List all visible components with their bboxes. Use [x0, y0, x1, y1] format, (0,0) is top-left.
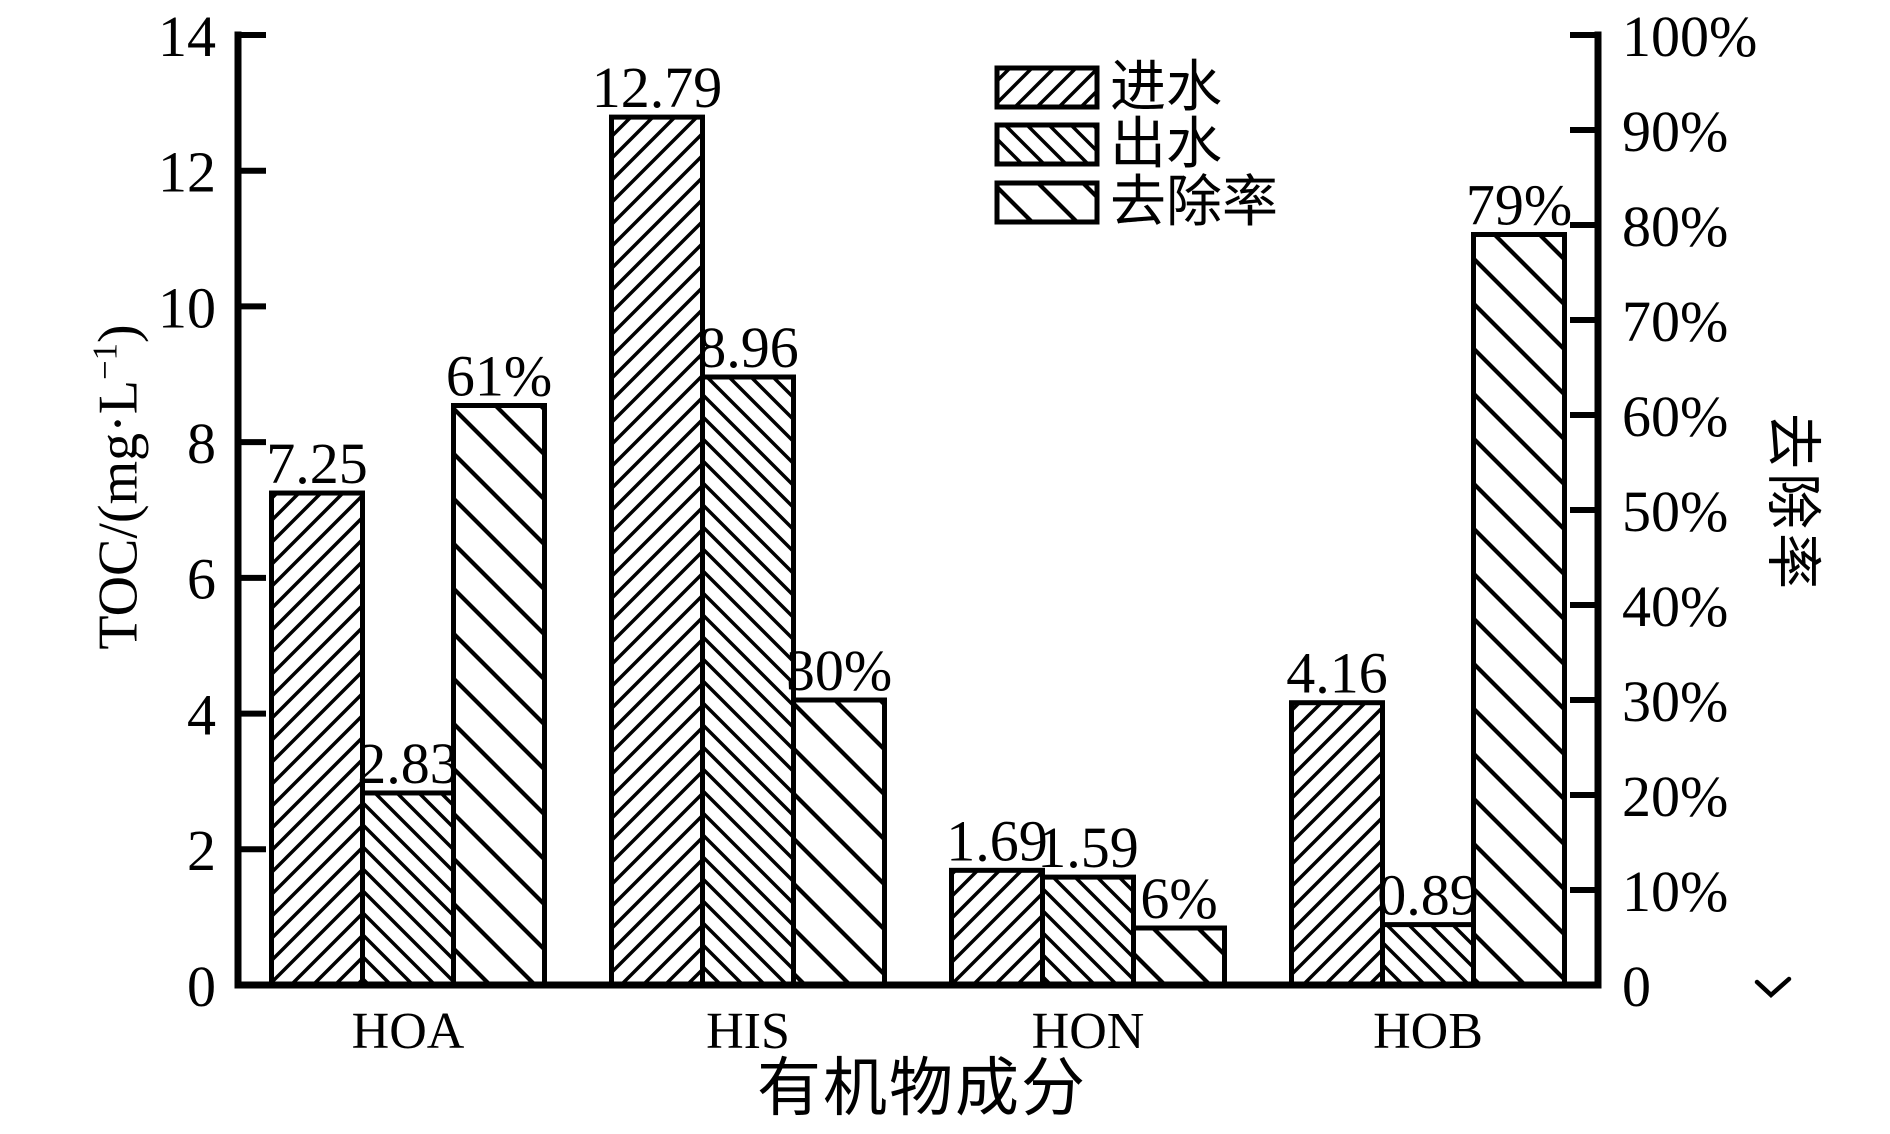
tick-label-right-100: 100%: [1622, 4, 1757, 69]
tick-label-left-10: 10: [158, 275, 216, 340]
category-label-hoa: HOA: [352, 1003, 465, 1060]
tick-label-right-50: 50%: [1622, 479, 1728, 544]
bar-hon-removal: [1131, 925, 1227, 988]
tick-label-right-70: 70%: [1622, 289, 1728, 354]
bar-his-effluent: [700, 374, 796, 988]
left-axis-title-text: TOC/(mg·L: [87, 380, 150, 650]
labels-layer: 7.25 2.83 61% HOA 12.79 8.96 30% HIS 1.691.596% H…: [158, 4, 1757, 1060]
value-label-hob-influent: 4.16: [1286, 641, 1388, 706]
value-label-his-influent: 12.79: [592, 55, 723, 120]
left-axis-title-close: ): [87, 324, 150, 344]
legend-swatches: [994, 65, 1100, 225]
value-label-hoa-influent: 7.25: [266, 431, 368, 496]
legend-swatch-effluent: [994, 122, 1100, 167]
bar-hob-effluent: [1380, 922, 1476, 988]
tick-label-right-90: 90%: [1622, 99, 1728, 164]
bar-hoa-removal: [451, 403, 547, 988]
left-axis-title: TOC/(mg·L−1): [86, 324, 151, 649]
bar-hoa-effluent: [360, 790, 456, 988]
bar-hob-removal: [1471, 232, 1567, 988]
legend-label-influent: 进水: [1110, 57, 1222, 119]
tick-label-left-4: 4: [187, 682, 216, 747]
category-label-hon: HON: [1032, 1003, 1145, 1060]
value-label-his-removal: 30%: [786, 638, 892, 703]
bar-his-removal: [791, 697, 887, 988]
legend-label-effluent: 出水: [1110, 114, 1222, 176]
tick-label-right-40: 40%: [1622, 574, 1728, 639]
bar-hon-influent: [949, 867, 1045, 988]
value-label-hon-effluent: 1.59: [1037, 815, 1139, 880]
tick-label-right-30: 30%: [1622, 669, 1728, 734]
tick-label-left-6: 6: [187, 547, 216, 612]
category-label-his: HIS: [706, 1003, 790, 1060]
bar-his-influent: [609, 114, 705, 988]
value-label-hob-effluent: 0.89: [1377, 863, 1479, 928]
value-label-hoa-removal: 61%: [446, 344, 552, 409]
value-label-hob-removal: 79%: [1466, 173, 1572, 238]
value-label-hon-influent: 1.69: [946, 808, 1048, 873]
legend-swatch-influent: [994, 65, 1100, 110]
stray-mark: [1754, 976, 1792, 999]
tick-label-left-2: 2: [187, 818, 216, 883]
value-label-his-effluent: 8.96: [697, 315, 799, 380]
category-label-hob: HOB: [1373, 1003, 1483, 1060]
bar-hoa-influent: [269, 490, 365, 988]
tick-label-right-10: 10%: [1622, 859, 1728, 924]
legend-swatch-removal: [994, 180, 1100, 225]
tick-label-right-20: 20%: [1622, 764, 1728, 829]
axes-layer: [234, 31, 1792, 999]
tick-label-right-80: 80%: [1622, 194, 1728, 259]
left-axis-title-superscript: −1: [85, 343, 125, 380]
bar-hon-effluent: [1040, 874, 1136, 988]
right-axis-title: 去除率: [1760, 413, 1823, 593]
bars-layer: [269, 114, 1567, 988]
value-label-hon-removal: 6%: [1140, 866, 1217, 931]
tick-label-left-14: 14: [158, 4, 216, 69]
value-label-hoa-effluent: 2.83: [357, 731, 459, 796]
legend-label-removal: 去除率: [1110, 172, 1278, 234]
tick-label-right-0: 0: [1622, 954, 1651, 1019]
tick-label-left-0: 0: [187, 954, 216, 1019]
tick-label-left-12: 12: [158, 140, 216, 205]
x-axis-title: 有机物成分: [757, 1053, 1087, 1124]
tick-label-left-8: 8: [187, 411, 216, 476]
bar-hob-influent: [1289, 700, 1385, 988]
tick-label-right-60: 60%: [1622, 384, 1728, 449]
